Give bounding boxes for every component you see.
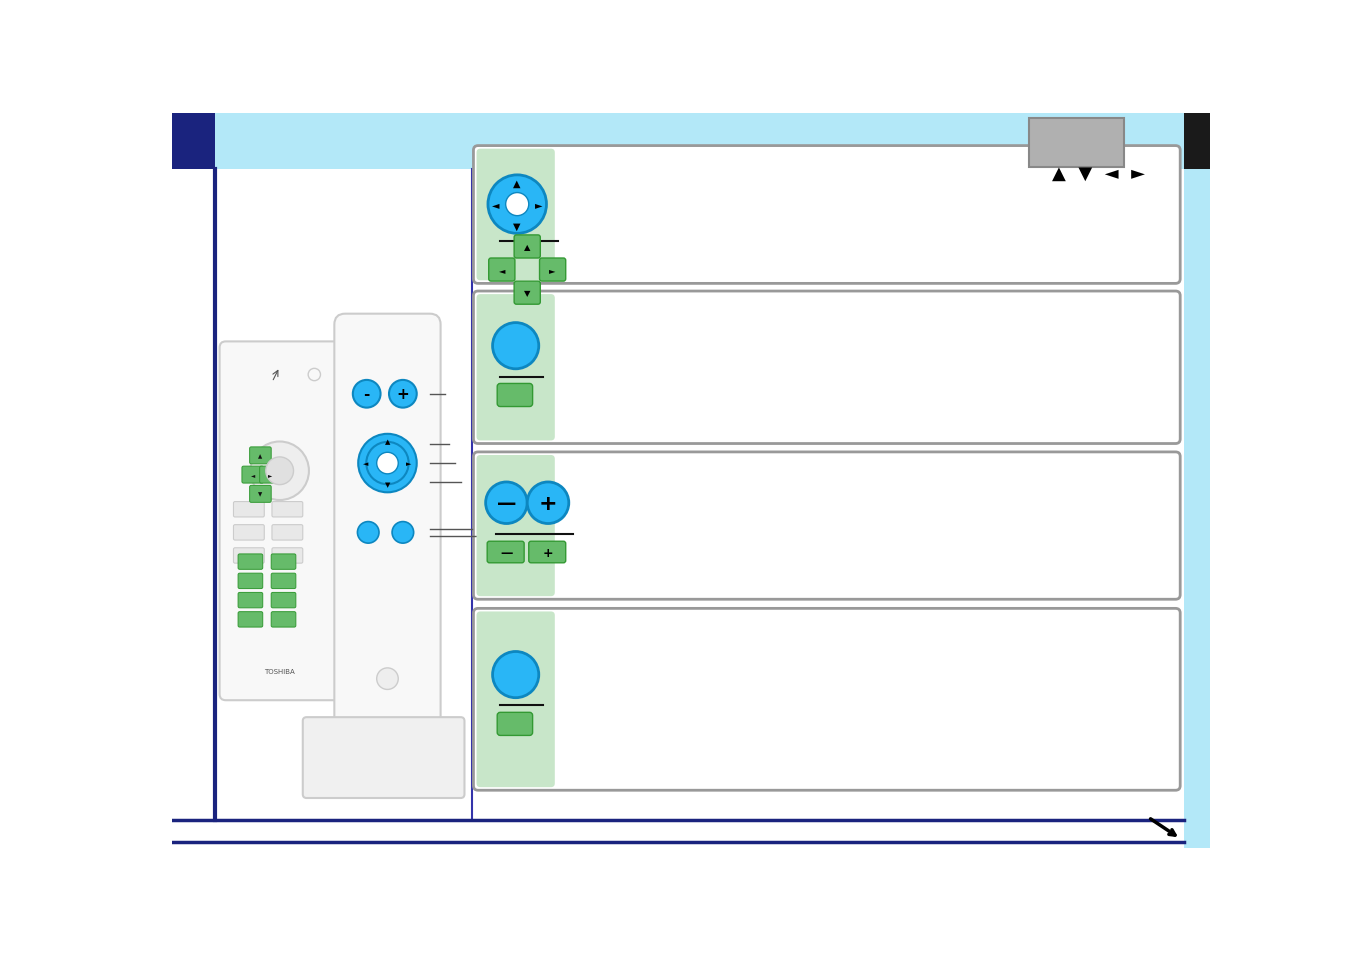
Text: ◄: ◄ <box>363 460 368 467</box>
FancyBboxPatch shape <box>473 147 1181 284</box>
FancyBboxPatch shape <box>514 235 541 258</box>
FancyBboxPatch shape <box>249 486 271 503</box>
FancyBboxPatch shape <box>477 456 555 597</box>
Circle shape <box>392 522 414 543</box>
Text: -: - <box>364 387 369 402</box>
FancyBboxPatch shape <box>173 170 472 821</box>
FancyBboxPatch shape <box>477 150 555 281</box>
Text: ▲: ▲ <box>514 178 520 189</box>
FancyBboxPatch shape <box>514 282 541 305</box>
FancyBboxPatch shape <box>272 548 303 563</box>
FancyBboxPatch shape <box>233 548 264 563</box>
Circle shape <box>492 323 539 370</box>
FancyBboxPatch shape <box>239 612 263 627</box>
FancyBboxPatch shape <box>271 555 295 570</box>
Ellipse shape <box>506 193 528 216</box>
Text: ◄: ◄ <box>492 200 499 210</box>
FancyBboxPatch shape <box>173 114 1211 170</box>
Circle shape <box>357 522 379 543</box>
FancyBboxPatch shape <box>487 541 524 563</box>
FancyBboxPatch shape <box>473 609 1181 790</box>
Ellipse shape <box>376 453 398 475</box>
Text: ▼: ▼ <box>384 482 390 488</box>
FancyBboxPatch shape <box>303 718 465 799</box>
FancyBboxPatch shape <box>334 314 441 728</box>
Text: ▲: ▲ <box>259 454 263 458</box>
Circle shape <box>485 482 527 524</box>
Text: ◄: ◄ <box>499 266 506 274</box>
FancyBboxPatch shape <box>497 384 532 407</box>
FancyBboxPatch shape <box>528 541 566 563</box>
Text: ►: ► <box>550 266 555 274</box>
FancyBboxPatch shape <box>271 612 295 627</box>
Text: TOSHIBA: TOSHIBA <box>264 668 295 675</box>
FancyBboxPatch shape <box>249 447 271 464</box>
Text: ►: ► <box>406 460 411 467</box>
FancyBboxPatch shape <box>271 574 295 589</box>
FancyBboxPatch shape <box>477 294 555 441</box>
FancyBboxPatch shape <box>241 467 263 483</box>
Text: —: — <box>497 494 516 513</box>
Ellipse shape <box>367 442 408 485</box>
Circle shape <box>266 457 294 485</box>
Text: +: + <box>396 387 410 402</box>
FancyBboxPatch shape <box>1184 170 1211 848</box>
FancyBboxPatch shape <box>233 502 264 517</box>
FancyBboxPatch shape <box>473 453 1181 599</box>
Circle shape <box>251 442 309 500</box>
FancyBboxPatch shape <box>473 292 1181 444</box>
Text: ▲: ▲ <box>524 243 531 252</box>
FancyBboxPatch shape <box>539 258 566 282</box>
FancyBboxPatch shape <box>489 258 515 282</box>
Text: ▼: ▼ <box>259 492 263 497</box>
Text: +: + <box>539 494 557 513</box>
FancyBboxPatch shape <box>233 525 264 540</box>
Circle shape <box>390 380 417 408</box>
FancyBboxPatch shape <box>220 342 340 700</box>
FancyBboxPatch shape <box>272 502 303 517</box>
Text: ▼: ▼ <box>514 221 520 232</box>
Circle shape <box>492 652 539 698</box>
Circle shape <box>488 175 546 234</box>
FancyBboxPatch shape <box>260 467 282 483</box>
Text: ►: ► <box>268 473 272 477</box>
Text: —: — <box>500 546 512 558</box>
Text: ▲: ▲ <box>384 439 390 445</box>
Text: ▲  ▼  ◄  ►: ▲ ▼ ◄ ► <box>1051 165 1144 183</box>
Text: ▼: ▼ <box>524 289 531 298</box>
Circle shape <box>353 380 380 408</box>
FancyBboxPatch shape <box>1184 114 1211 170</box>
FancyBboxPatch shape <box>272 525 303 540</box>
Text: +: + <box>543 546 553 558</box>
FancyBboxPatch shape <box>477 612 555 787</box>
FancyBboxPatch shape <box>497 713 532 736</box>
FancyBboxPatch shape <box>239 593 263 608</box>
Text: ►: ► <box>535 200 542 210</box>
FancyBboxPatch shape <box>1029 119 1124 168</box>
FancyBboxPatch shape <box>239 555 263 570</box>
FancyBboxPatch shape <box>239 574 263 589</box>
Circle shape <box>527 482 569 524</box>
FancyBboxPatch shape <box>271 593 295 608</box>
Text: ◄: ◄ <box>251 473 255 477</box>
Circle shape <box>359 435 417 493</box>
Circle shape <box>376 668 398 690</box>
FancyBboxPatch shape <box>173 114 214 170</box>
